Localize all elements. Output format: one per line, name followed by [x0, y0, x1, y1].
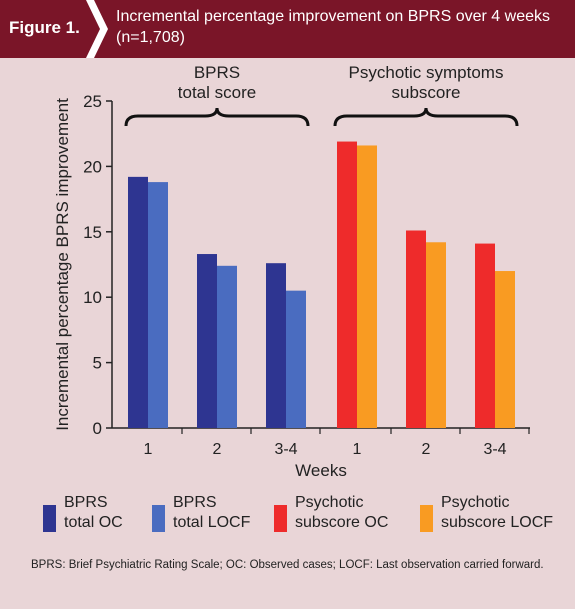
bar — [337, 141, 357, 428]
x-tick-label: 2 — [422, 441, 431, 458]
bar — [475, 243, 495, 428]
y-tick-label: 15 — [83, 223, 102, 242]
group-label: Psychotic symptoms — [349, 63, 504, 82]
y-tick-label: 0 — [93, 419, 102, 438]
bar — [217, 265, 237, 428]
group-label: total score — [178, 83, 256, 102]
bar — [495, 271, 515, 428]
figure-label: Figure 1. — [9, 18, 80, 37]
group-label: subscore — [392, 83, 461, 102]
group-label: BPRS — [194, 63, 240, 82]
legend-item-psychotic-oc: Psychotic subscore OC — [274, 493, 404, 533]
x-tick-label: 1 — [144, 441, 153, 458]
chevron-icon — [86, 0, 108, 58]
legend-label: Psychotic subscore LOCF — [441, 494, 554, 531]
bar — [266, 263, 286, 428]
group-brace — [333, 107, 519, 127]
legend-swatch — [43, 505, 56, 532]
x-tick-label: 1 — [353, 441, 362, 458]
y-tick-label: 25 — [83, 92, 102, 111]
bar — [286, 290, 306, 428]
bar-chart: 0 5 10 15 20 25 Incremental percentage BPRS im… — [53, 63, 530, 480]
legend-label: BPRS total LOCF — [173, 494, 251, 531]
figure-title: Incremental percentage improvement on BP… — [116, 8, 550, 46]
legend-item-bprs-locf: BPRS total LOCF — [152, 493, 272, 533]
y-tick-label: 20 — [83, 157, 102, 176]
bar — [357, 145, 377, 429]
y-axis-title: Incremental percentage BPRS improvement — [53, 98, 72, 431]
bar — [128, 176, 148, 428]
legend-item-psychotic-locf: Psychotic subscore LOCF — [420, 493, 570, 533]
legend-swatch — [152, 505, 165, 532]
y-tick-label: 10 — [83, 288, 102, 307]
group-brace — [124, 107, 310, 127]
y-tick-label: 5 — [93, 354, 102, 373]
bar — [406, 230, 426, 428]
legend-label: BPRS total OC — [64, 494, 123, 531]
x-tick-label: 3-4 — [483, 441, 506, 458]
x-tick-label: 3-4 — [274, 441, 297, 458]
x-axis-title: Weeks — [295, 461, 347, 480]
figure-header: Figure 1. Incremental percentage improve… — [0, 0, 575, 58]
bar — [148, 182, 168, 428]
footnote: BPRS: Brief Psychiatric Rating Scale; OC… — [31, 559, 544, 571]
x-tick-label: 2 — [213, 441, 222, 458]
legend-swatch — [420, 505, 433, 532]
legend-item-bprs-oc: BPRS total OC — [43, 493, 153, 533]
bar — [197, 254, 217, 428]
legend-label: Psychotic subscore OC — [295, 494, 389, 531]
legend-swatch — [274, 505, 287, 532]
bar — [426, 242, 446, 428]
